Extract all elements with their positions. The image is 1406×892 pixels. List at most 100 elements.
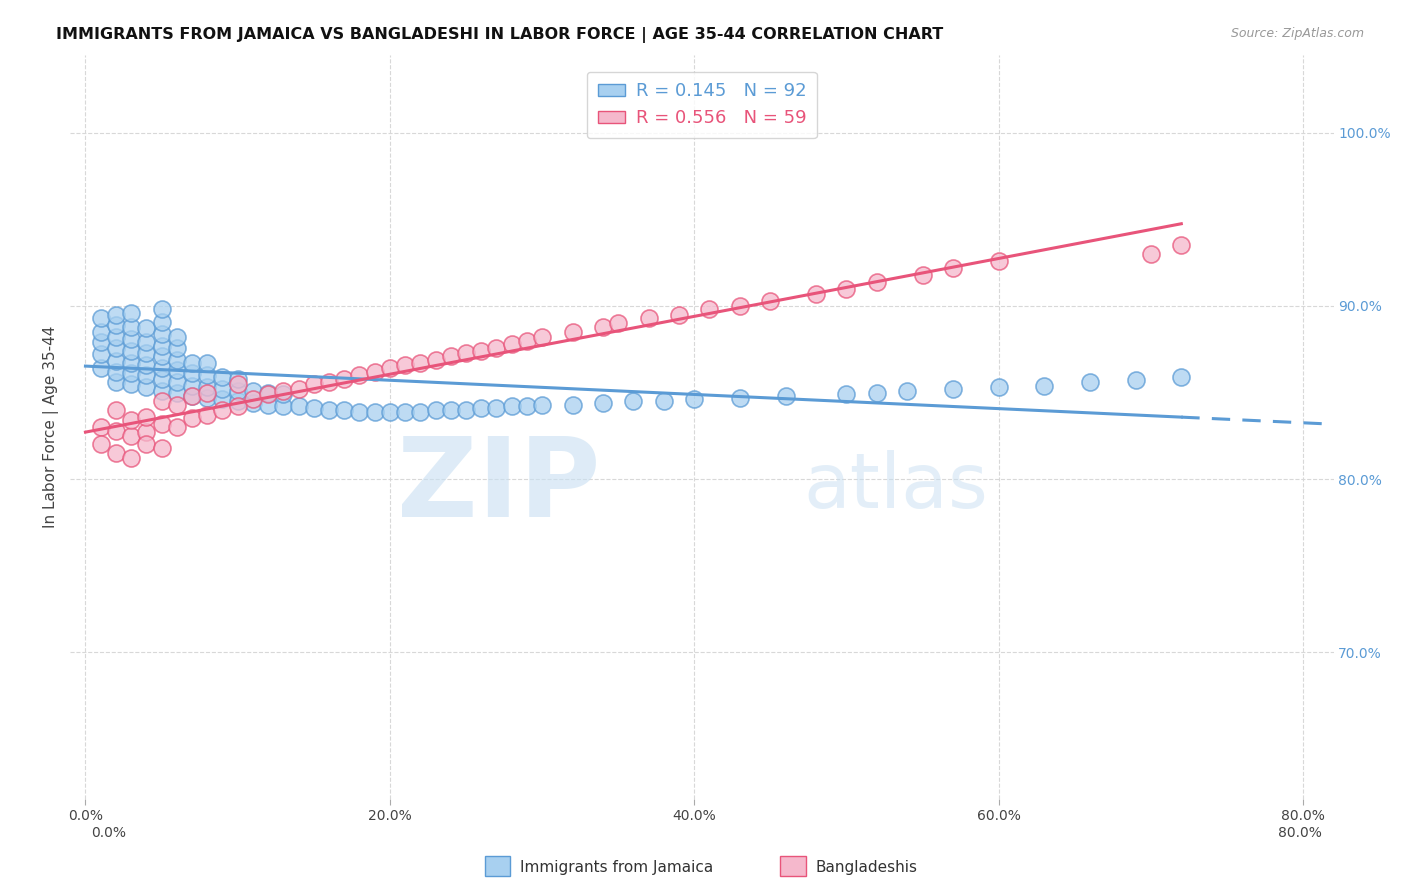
Point (835, 387, 858, 401)
Point (195, 380, 218, 394)
Point (242, 384, 264, 398)
Point (135, 380, 157, 394)
Point (150, 339, 173, 353)
Point (987, 254, 1010, 268)
Point (1170, 238, 1192, 252)
Point (896, 384, 918, 398)
Point (425, 352, 447, 367)
Legend: R = 0.145   N = 92, R = 0.556   N = 59: R = 0.145 N = 92, R = 0.556 N = 59 (586, 71, 817, 138)
Point (120, 367, 142, 381)
Point (454, 402, 477, 417)
Point (454, 345, 477, 359)
Point (226, 394, 249, 409)
Point (531, 330, 554, 344)
Text: ZIP: ZIP (398, 434, 600, 541)
Point (120, 306, 142, 320)
Point (195, 408, 218, 422)
Point (911, 268, 934, 282)
Point (942, 260, 965, 275)
Point (104, 354, 127, 368)
Point (150, 326, 173, 341)
Point (181, 411, 204, 425)
Y-axis label: In Labor Force | Age 35-44: In Labor Force | Age 35-44 (44, 326, 59, 528)
Point (90, 361, 112, 376)
Point (302, 376, 325, 391)
Point (181, 367, 204, 381)
Point (378, 361, 401, 376)
Point (181, 389, 204, 403)
Point (90, 437, 112, 451)
Point (104, 330, 127, 344)
Point (440, 349, 463, 363)
Point (273, 400, 295, 414)
Text: Bangladeshis: Bangladeshis (815, 860, 918, 874)
Point (195, 391, 218, 405)
Point (440, 402, 463, 417)
Point (135, 321, 157, 335)
Point (363, 365, 385, 379)
Point (120, 451, 142, 466)
Point (516, 400, 538, 414)
Point (90, 325, 112, 339)
Point (531, 398, 554, 412)
Point (104, 318, 127, 332)
Point (409, 404, 432, 418)
Point (104, 402, 127, 417)
Point (470, 343, 492, 358)
Point (181, 389, 204, 403)
Point (516, 334, 538, 348)
Point (181, 378, 204, 392)
Point (637, 311, 659, 326)
Point (257, 398, 280, 412)
Point (804, 286, 827, 301)
Point (866, 275, 889, 289)
Point (90, 347, 112, 361)
Point (135, 437, 157, 451)
Point (90, 311, 112, 326)
Point (257, 385, 280, 400)
Point (987, 380, 1010, 394)
Point (485, 341, 508, 355)
Point (607, 316, 630, 330)
Point (668, 308, 690, 322)
Point (363, 404, 385, 418)
Point (759, 293, 782, 308)
Point (621, 394, 644, 409)
Point (120, 332, 142, 346)
Point (120, 413, 142, 427)
Point (135, 409, 157, 424)
Point (501, 400, 523, 414)
Point (349, 368, 371, 383)
Point (273, 387, 295, 401)
Point (287, 400, 309, 414)
Point (150, 417, 173, 431)
Point (242, 392, 264, 407)
Point (104, 375, 127, 389)
Point (104, 308, 127, 322)
Point (150, 372, 173, 386)
Point (349, 404, 371, 418)
Point (333, 402, 356, 417)
Point (333, 372, 356, 386)
Point (166, 375, 188, 389)
Point (318, 402, 340, 417)
Point (257, 387, 280, 401)
Point (394, 358, 416, 372)
Point (378, 404, 401, 418)
Point (1078, 375, 1101, 389)
Point (135, 425, 157, 440)
Point (1170, 370, 1192, 384)
Point (273, 384, 295, 398)
Point (120, 343, 142, 358)
Point (211, 382, 233, 396)
Point (775, 389, 797, 403)
Point (699, 302, 721, 317)
Point (561, 325, 583, 339)
Point (135, 335, 157, 350)
Point (501, 337, 523, 351)
Point (226, 400, 249, 414)
Point (728, 391, 751, 405)
Point (150, 349, 173, 363)
Point (150, 302, 173, 317)
Point (120, 319, 142, 334)
